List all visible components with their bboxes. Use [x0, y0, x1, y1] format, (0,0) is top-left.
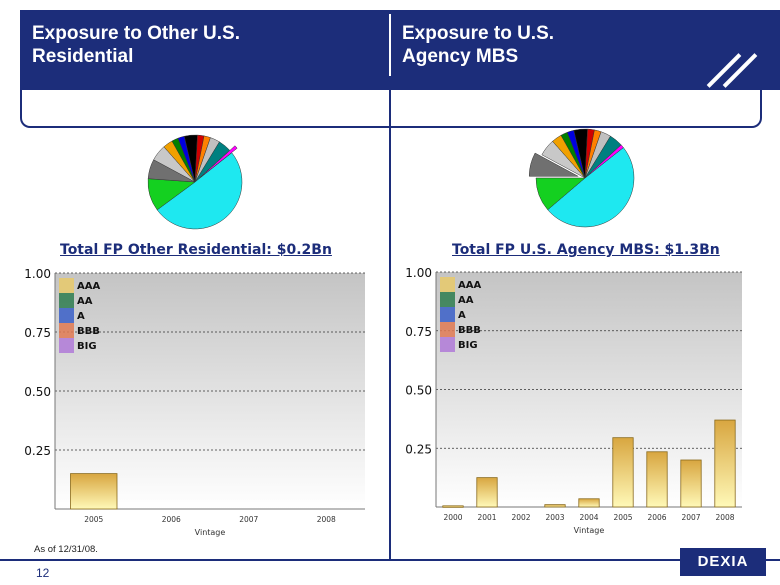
- header-divider: [389, 14, 391, 76]
- legend-swatch: [440, 337, 455, 352]
- pie-slice: [200, 145, 238, 178]
- x-axis-label: Vintage: [574, 526, 605, 535]
- pie-slice: [547, 147, 635, 228]
- page-number: 12: [36, 566, 50, 580]
- legend-label: AA: [458, 295, 474, 306]
- left-title-line2: Residential: [32, 46, 134, 67]
- bar: [612, 437, 634, 508]
- x-tick-label: 2008: [317, 515, 336, 524]
- legend-swatch: [440, 322, 455, 337]
- right-title-line1: Exposure to U.S.: [402, 23, 555, 44]
- y-tick-label: 0.25: [24, 444, 51, 458]
- y-tick-label: 0.25: [405, 442, 432, 456]
- legend-swatch: [59, 278, 74, 293]
- right-section-title: Exposure to U.S. Agency MBS: [402, 22, 554, 68]
- y-tick-label: 1.00: [24, 267, 51, 281]
- legend-label: AA: [77, 296, 93, 307]
- bar-chart-agency-mbs: 1.00 0.75 0.50 0.25 2000 2001 2002 2003 2004 2005…: [405, 266, 742, 535]
- chart-title-agency-mbs: Total FP U.S. Agency MBS: $1.3Bn: [452, 242, 720, 258]
- y-tick-label: 0.50: [24, 385, 51, 399]
- x-tick-label: 2004: [579, 513, 598, 522]
- pie-slice: [535, 177, 586, 211]
- pie-slice: [194, 141, 231, 183]
- legend-label: BIG: [77, 341, 97, 352]
- bar: [714, 419, 736, 508]
- x-tick-label: 2006: [647, 513, 666, 522]
- section-divider-line: [389, 90, 391, 560]
- legend-swatch: [440, 307, 455, 322]
- legend-label: BBB: [77, 326, 100, 337]
- legend-swatch: [440, 277, 455, 292]
- left-title-line1: Exposure to Other U.S.: [32, 23, 240, 44]
- x-tick-label: 2005: [84, 515, 103, 524]
- legend-swatch: [59, 323, 74, 338]
- legend-swatch: [59, 308, 74, 323]
- y-tick-label: 0.50: [405, 384, 432, 398]
- y-tick-label: 1.00: [405, 266, 432, 280]
- legend-swatch: [440, 292, 455, 307]
- as-of-footnote: As of 12/31/08.: [34, 544, 98, 555]
- legend-label: A: [77, 311, 85, 322]
- pie-slice: [528, 152, 579, 177]
- legend-label: AAA: [77, 281, 100, 292]
- left-section-title: Exposure to Other U.S. Residential: [32, 22, 240, 68]
- x-axis-label: Vintage: [195, 528, 226, 537]
- right-title-line2: Agency MBS: [402, 46, 519, 67]
- plot-area: [55, 273, 365, 509]
- bar: [578, 498, 600, 508]
- dexia-logo: DEXIA: [680, 548, 766, 576]
- bar: [476, 477, 498, 508]
- legend-label: BBB: [458, 325, 481, 336]
- bar: [646, 451, 668, 508]
- chart-title-other-residential: Total FP Other Residential: $0.2Bn: [60, 242, 332, 258]
- bar-chart-other-residential: 1.00 0.75 0.50 0.25 2005 2006 2007 2008 Vintage A…: [24, 267, 365, 537]
- pie-chart-right: [528, 128, 635, 228]
- pie-chart-left: [147, 134, 243, 230]
- legend-swatch: [59, 293, 74, 308]
- legend-label: BIG: [458, 340, 478, 351]
- pie-slice: [156, 152, 243, 230]
- footer-line: [0, 559, 780, 561]
- pie-slice: [584, 144, 624, 179]
- y-tick-label: 0.75: [24, 326, 51, 340]
- x-tick-label: 2007: [681, 513, 700, 522]
- bar: [442, 505, 464, 508]
- x-tick-label: 2008: [715, 513, 734, 522]
- legend-label: A: [458, 310, 466, 321]
- x-tick-label: 2005: [613, 513, 632, 522]
- legend-swatch: [59, 338, 74, 353]
- x-tick-label: 2006: [162, 515, 181, 524]
- bar: [70, 473, 118, 510]
- x-tick-label: 2001: [477, 513, 496, 522]
- x-tick-label: 2000: [443, 513, 462, 522]
- header-bar: [20, 10, 780, 90]
- x-tick-label: 2007: [239, 515, 258, 524]
- x-tick-label: 2002: [511, 513, 530, 522]
- y-tick-label: 0.75: [405, 325, 432, 339]
- header-bracket: [20, 90, 762, 128]
- bar: [680, 459, 702, 508]
- x-tick-label: 2003: [545, 513, 564, 522]
- bar: [544, 504, 566, 508]
- legend-label: AAA: [458, 280, 481, 291]
